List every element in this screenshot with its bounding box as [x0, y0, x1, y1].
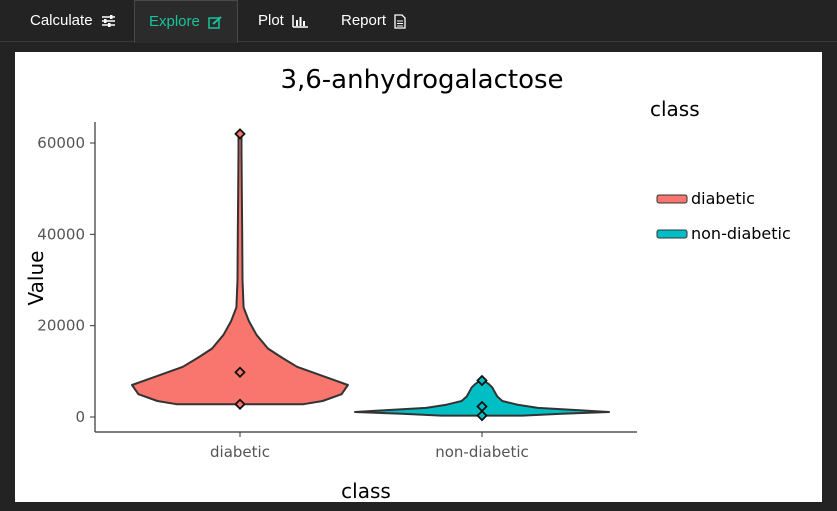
y-tick-label: 0	[75, 408, 85, 426]
legend-item-diabetic: diabetic	[656, 189, 755, 208]
tab-calculate[interactable]: Calculate	[16, 0, 130, 42]
data-point-diabetic	[234, 366, 246, 379]
violins-layer	[131, 128, 610, 422]
plot-panel: 3,6-anhydrogalactose 0 20000 40000 60000 di…	[15, 52, 822, 502]
data-point-diabetic	[234, 398, 246, 410]
sliders-icon	[101, 15, 116, 28]
x-axis-label: class	[341, 479, 391, 502]
legend-key-non-diabetic	[656, 229, 688, 239]
legend-label-diabetic: diabetic	[691, 189, 755, 208]
y-ticks: 0 20000 40000 60000	[37, 134, 95, 426]
edit-icon	[208, 15, 223, 29]
legend-item-non-diabetic: non-diabetic	[656, 224, 791, 243]
tab-bar: Calculate Explore Plot	[0, 0, 837, 43]
tab-plot[interactable]: Plot	[244, 0, 322, 42]
tab-explore-label: Explore	[149, 13, 200, 30]
x-tick-label: non-diabetic	[435, 443, 529, 461]
data-point-non-diabetic	[476, 374, 488, 387]
data-point-non-diabetic	[476, 409, 488, 422]
tab-calculate-label: Calculate	[30, 12, 93, 29]
x-tick-label: diabetic	[210, 443, 270, 461]
legend-key-diabetic	[656, 194, 688, 204]
violin-chart: 3,6-anhydrogalactose 0 20000 40000 60000 di…	[24, 65, 791, 502]
y-tick-label: 20000	[37, 317, 85, 335]
chart-title: 3,6-anhydrogalactose	[280, 65, 563, 95]
y-axis-label: Value	[24, 251, 48, 306]
x-ticks: diabetic non-diabetic	[210, 432, 529, 461]
tab-report[interactable]: Report	[327, 0, 420, 42]
document-icon	[394, 13, 406, 29]
bar-chart-icon	[292, 14, 309, 28]
tab-report-label: Report	[341, 12, 387, 29]
tab-explore[interactable]: Explore	[134, 0, 239, 43]
y-tick-label: 60000	[37, 134, 85, 152]
data-point-diabetic	[234, 128, 246, 140]
legend-label-non-diabetic: non-diabetic	[691, 224, 791, 243]
legend-title: class	[650, 97, 700, 121]
violin-diabetic	[131, 132, 349, 406]
y-tick-label: 40000	[37, 225, 85, 243]
tab-plot-label: Plot	[258, 12, 284, 29]
